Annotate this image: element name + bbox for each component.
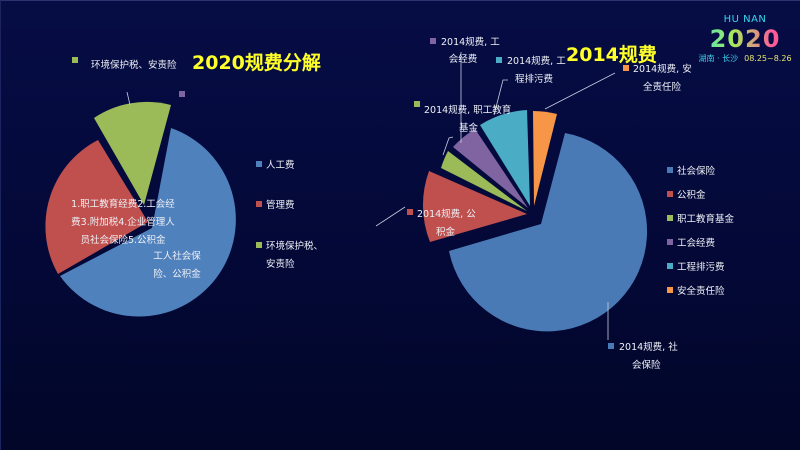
logo-subtitle: 湖南 · 长沙 08.25~8.26 bbox=[690, 53, 800, 64]
legend-item-edu-fund[interactable]: 职工教育基金 bbox=[667, 213, 734, 227]
logo-dates: 08.25~8.26 bbox=[744, 54, 792, 63]
label-marker-purple bbox=[179, 91, 185, 97]
slice-sewage-fee[interactable] bbox=[480, 110, 530, 206]
slice-social-insurance[interactable] bbox=[449, 133, 648, 332]
data-label-fund-line2: 积金 bbox=[436, 227, 456, 238]
data-label-social-line2: 会保险 bbox=[632, 360, 661, 371]
data-label-sewage-line2: 程排污费 bbox=[515, 74, 554, 85]
legend-item-labor[interactable]: 人工费 bbox=[256, 159, 295, 173]
chart-title-2014: 2014规费 bbox=[566, 44, 657, 66]
data-label-edu-line2: 基金 bbox=[459, 123, 479, 134]
legend-swatch-blue bbox=[256, 161, 262, 167]
logo-region-text: HU NAN bbox=[723, 14, 767, 25]
legend-item-safety-insurance[interactable]: 安全责任险 bbox=[667, 285, 725, 299]
data-label-management-line2: 费3.附加税4.企业管理人 bbox=[71, 217, 175, 228]
logo-city: 湖南 · 长沙 bbox=[698, 54, 739, 63]
label-marker-safety bbox=[623, 65, 629, 71]
legend-swatch-orange bbox=[667, 287, 673, 293]
label-marker-union bbox=[430, 38, 436, 44]
legend-item-social-insurance[interactable]: 社会保险 bbox=[667, 165, 715, 179]
slice-env-tax[interactable] bbox=[94, 101, 171, 205]
legend-swatch-green bbox=[256, 242, 262, 248]
legend-swatch-blue bbox=[667, 167, 673, 173]
legend-item-union-fee[interactable]: 工会经费 bbox=[667, 237, 715, 251]
data-label-edu-line1: 2014规费, 职工教育 bbox=[424, 105, 512, 116]
pie-2020 bbox=[45, 91, 236, 317]
data-label-labor-line1: 工人社会保 bbox=[153, 251, 201, 262]
slice-labor[interactable] bbox=[60, 128, 236, 317]
label-marker-edu bbox=[414, 101, 420, 107]
legend-item-env-tax[interactable]: 环境保护税、 bbox=[256, 240, 323, 254]
slice-edu-fund[interactable] bbox=[441, 151, 527, 211]
data-label-management-line3: 员社会保险5.公积金 bbox=[80, 235, 166, 246]
slice-union-fee[interactable] bbox=[453, 129, 528, 208]
legend-swatch-teal bbox=[667, 263, 673, 269]
data-label-fund-line1: 2014规费, 公 bbox=[417, 209, 476, 220]
legend-swatch-purple bbox=[667, 239, 673, 245]
data-label-union-line2: 会经费 bbox=[448, 54, 478, 65]
data-label-union-line1: 2014规费, 工 bbox=[441, 37, 500, 48]
slice-safety-insurance[interactable] bbox=[533, 111, 557, 206]
data-label-social-line1: 2014规费, 社 bbox=[619, 342, 678, 353]
legend-swatch-red bbox=[256, 201, 262, 207]
data-label-env-tax: 环境保护税、安责险 bbox=[91, 60, 177, 71]
legend-swatch-red bbox=[667, 191, 673, 197]
label-marker-env-tax bbox=[72, 57, 78, 63]
data-label-labor-line2: 险、公积金 bbox=[153, 269, 201, 280]
data-label-sewage-line1: 2014规费, 工 bbox=[507, 56, 566, 67]
pie-2014 bbox=[375, 52, 648, 340]
data-label-management-line1: 1.职工教育经费2.工会经 bbox=[71, 199, 175, 210]
chart-title-2020: 2020规费分解 bbox=[192, 52, 321, 74]
logo-year: 2020 bbox=[690, 25, 800, 53]
label-marker-social bbox=[608, 343, 614, 349]
data-label-safety-line2: 全责任险 bbox=[643, 82, 682, 93]
slice-housing-fund[interactable] bbox=[422, 171, 527, 242]
event-logo: HU NAN 2020 湖南 · 长沙 08.25~8.26 bbox=[690, 14, 800, 64]
legend-item-housing-fund[interactable]: 公积金 bbox=[667, 189, 706, 203]
legend-item-management[interactable]: 管理费 bbox=[256, 199, 295, 213]
slice-management[interactable] bbox=[45, 140, 148, 274]
legend-item-env-tax-line2: 安责险 bbox=[266, 259, 295, 270]
label-marker-sewage bbox=[496, 57, 502, 63]
data-label-safety-line1: 2014规费, 安 bbox=[633, 64, 692, 75]
legend-item-sewage-fee[interactable]: 工程排污费 bbox=[667, 261, 725, 275]
label-marker-fund bbox=[407, 209, 413, 215]
legend-swatch-green bbox=[667, 215, 673, 221]
